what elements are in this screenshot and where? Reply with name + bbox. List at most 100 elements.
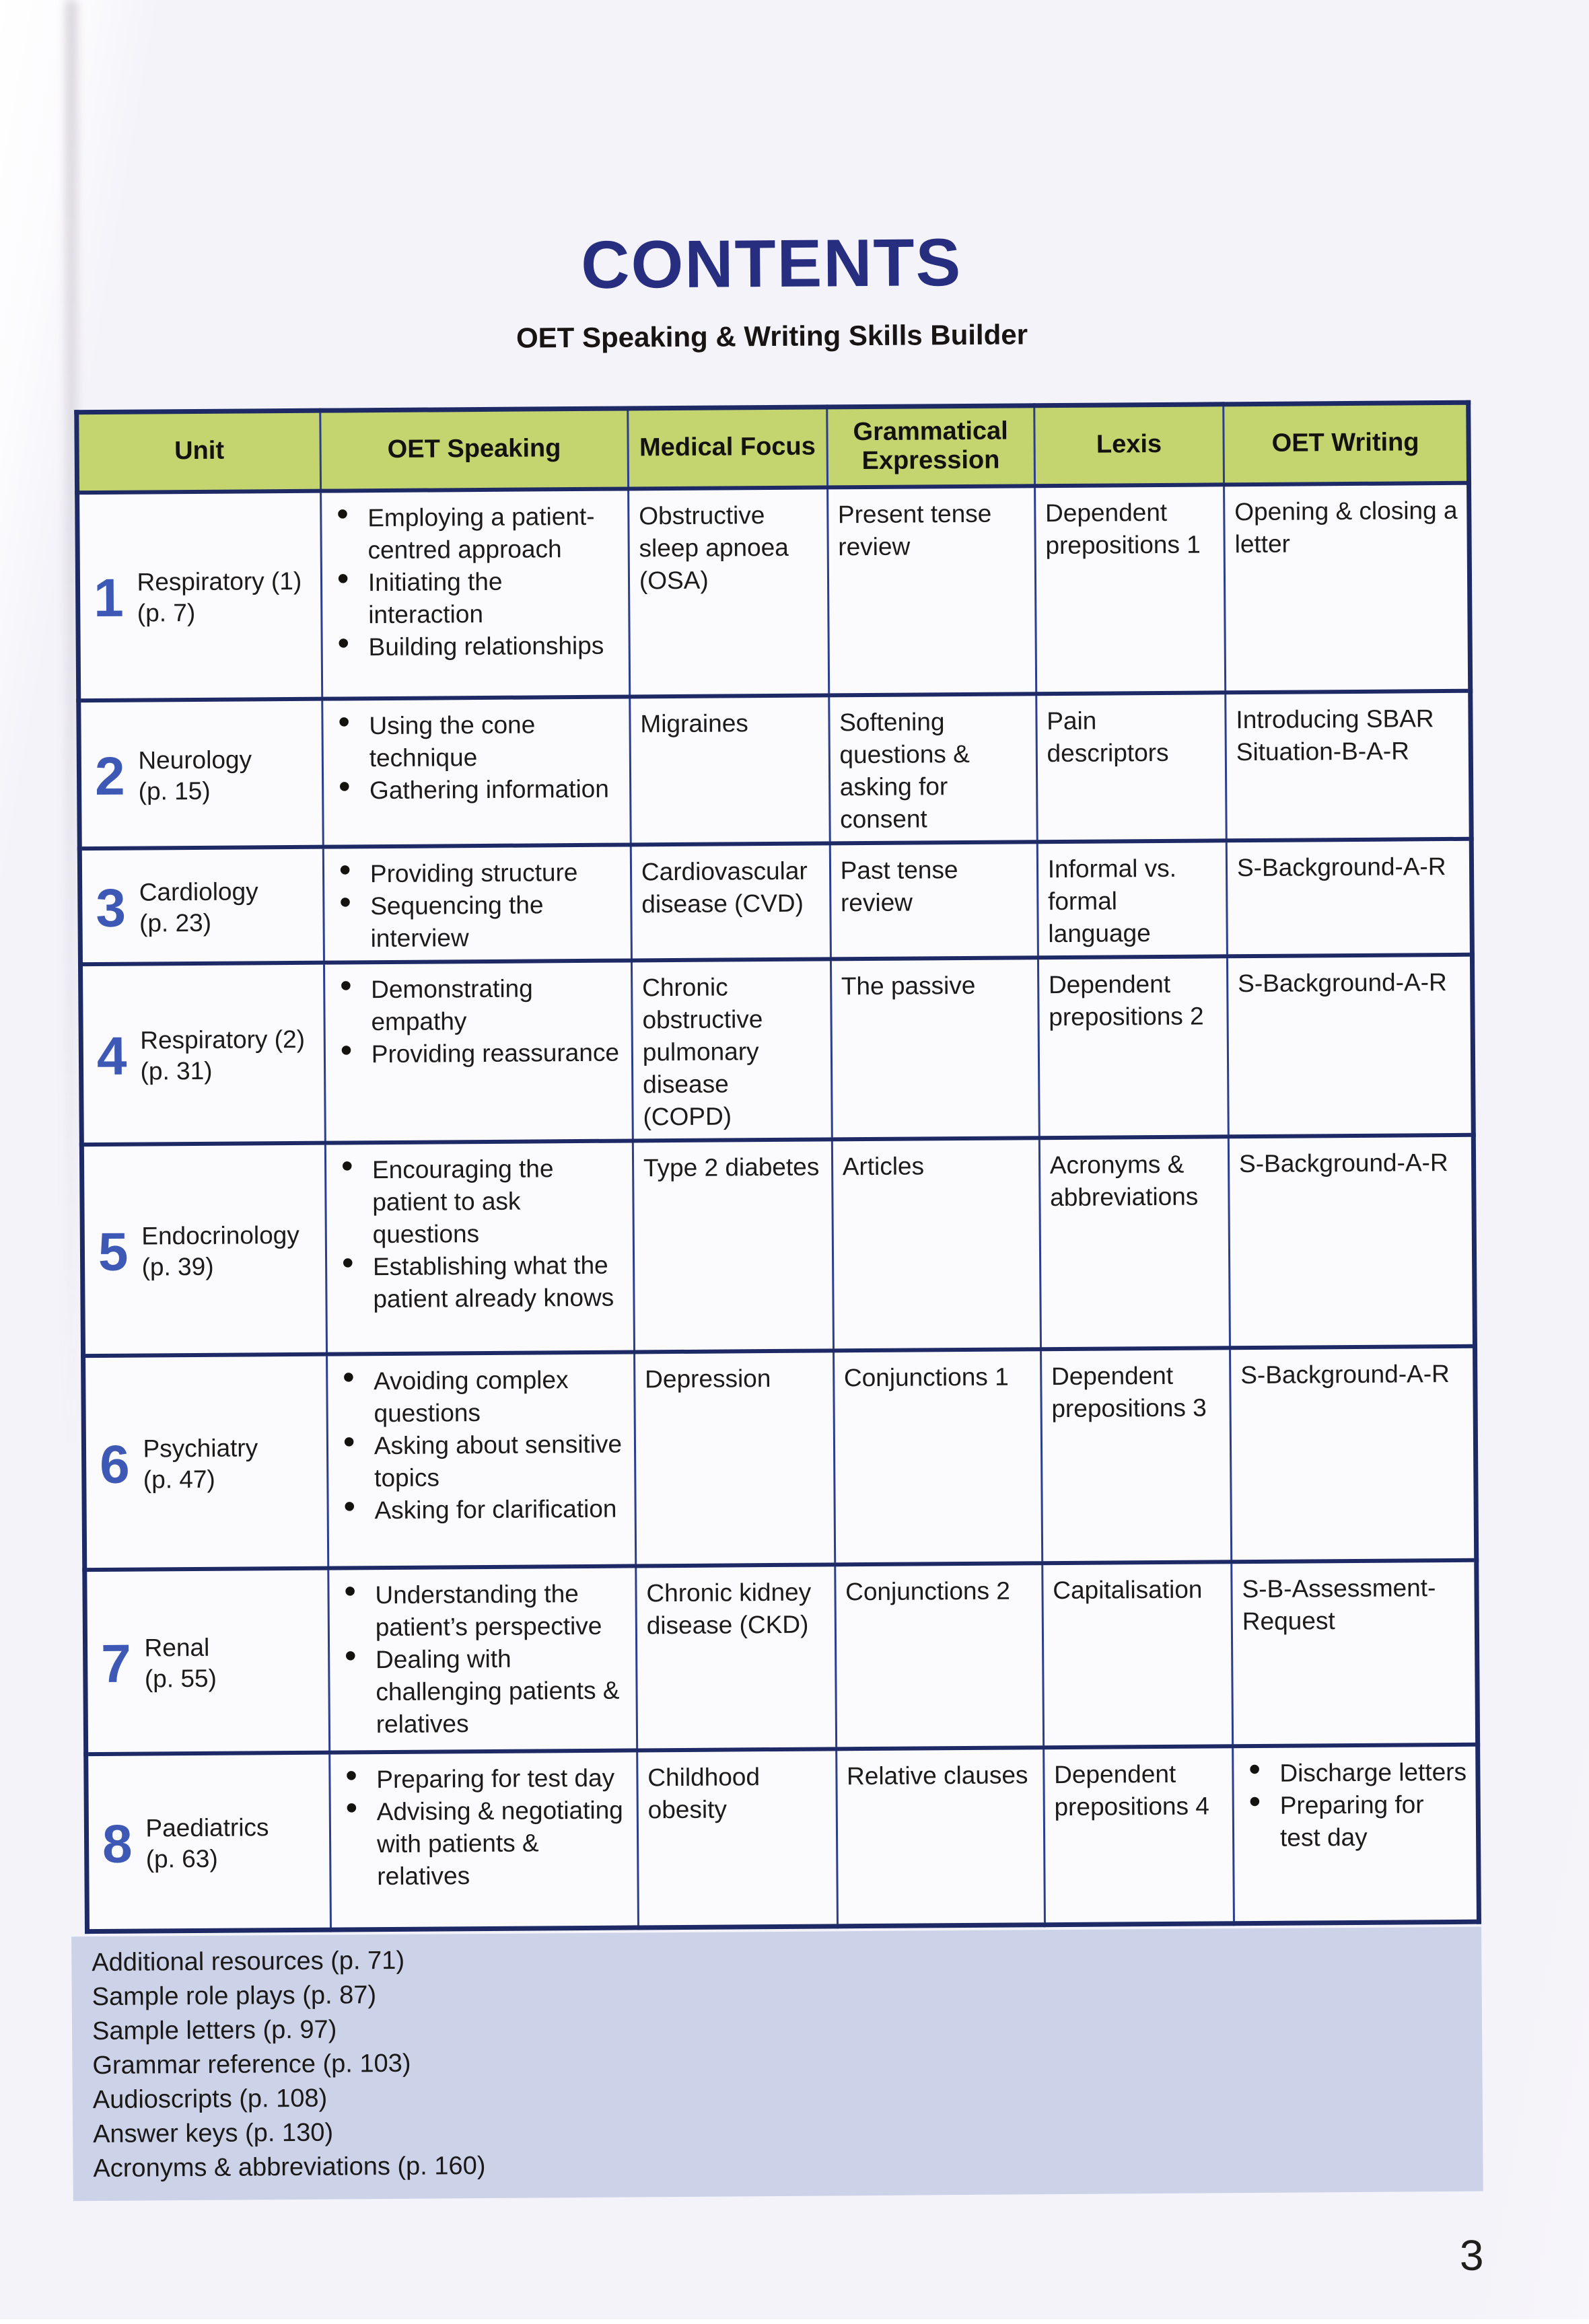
column-header-oet-speaking: OET Speaking	[320, 408, 629, 491]
lexis-text: Dependent prepositions 2	[1048, 970, 1204, 1031]
unit-page-ref: (p. 31)	[140, 1056, 213, 1085]
unit-specialty: Cardiology	[139, 877, 258, 906]
speaking-bullet-item: Asking for clarification	[338, 1492, 627, 1527]
unit-number: 3	[96, 877, 127, 938]
unit-page-ref: (p. 23)	[139, 908, 212, 937]
oet-speaking-cell: Using the cone techniqueGathering inform…	[322, 696, 631, 847]
medical-focus-cell: Chronic obstructive pulmonary disease (C…	[631, 958, 832, 1140]
oet-writing-cell: S-Background-A-R	[1226, 838, 1473, 956]
unit-cell: 8 Paediatrics (p. 63)	[85, 1752, 331, 1932]
speaking-bullet-list: Employing a patient-centred approachInit…	[331, 500, 622, 663]
speaking-bullet-item: Using the cone technique	[332, 708, 623, 774]
unit-page-ref: (p. 47)	[143, 1465, 215, 1494]
unit-page-ref: (p. 55)	[144, 1664, 217, 1693]
speaking-bullet-item: Advising & negotiating with patients & r…	[341, 1794, 631, 1893]
unit-page-ref: (p. 39)	[141, 1252, 214, 1281]
speaking-bullet-list: Understanding the patient’s perspectiveD…	[339, 1577, 629, 1741]
unit-number: 4	[96, 1025, 127, 1086]
writing-text: S-Background-A-R	[1238, 968, 1447, 997]
grammatical-expression-cell: The passive	[831, 957, 1040, 1139]
speaking-bullet-list: Preparing for test dayAdvising & negotia…	[340, 1762, 630, 1893]
unit-cell: 2 Neurology (p. 15)	[78, 698, 324, 848]
medical-focus-text: Childhood obesity	[647, 1762, 761, 1823]
lexis-text: Pain descriptors	[1047, 706, 1169, 767]
medical-focus-cell: Childhood obesity	[637, 1748, 838, 1928]
unit-label: Renal (p. 55)	[144, 1632, 217, 1694]
grammatical-expression-cell: Relative clauses	[836, 1747, 1045, 1926]
column-header-grammatical-expression: Grammatical Expression	[826, 405, 1035, 487]
table-row: 6 Psychiatry (p. 47) Avoiding complex qu…	[83, 1346, 1477, 1570]
grammatical-expression-cell: Past tense review	[829, 841, 1038, 959]
page-number: 3	[1459, 2230, 1484, 2280]
unit-cell: 4 Respiratory (2) (p. 31)	[80, 962, 326, 1145]
oet-speaking-cell: Understanding the patient’s perspectiveD…	[328, 1565, 637, 1753]
oet-writing-cell: S-Background-A-R	[1227, 954, 1474, 1136]
lexis-text: Informal vs. formal language	[1047, 854, 1177, 947]
unit-flex: 4 Respiratory (2) (p. 31)	[93, 1023, 318, 1087]
table-row: 1 Respiratory (1) (p. 7) Employing a pat…	[77, 482, 1471, 700]
speaking-bullet-list: Encouraging the patient to ask questions…	[336, 1152, 627, 1315]
lexis-text: Dependent prepositions 1	[1045, 498, 1201, 559]
lexis-cell: Capitalisation	[1042, 1561, 1233, 1747]
grammatical-expression-cell: Conjunctions 2	[835, 1562, 1044, 1749]
medical-focus-text: Cardiovascular disease (CVD)	[641, 857, 808, 918]
table-row: 5 Endocrinology (p. 39) Encouraging the …	[81, 1134, 1475, 1356]
grammatical-expression-text: Articles	[842, 1151, 925, 1180]
speaking-bullet-item: Initiating the interaction	[332, 565, 622, 631]
grammatical-expression-text: Conjunctions 2	[845, 1576, 1011, 1605]
speaking-bullet-list: Avoiding complex questionsAsking about s…	[337, 1363, 628, 1527]
unit-specialty: Neurology	[138, 745, 252, 774]
speaking-bullet-item: Gathering information	[333, 772, 623, 807]
unit-cell: 5 Endocrinology (p. 39)	[81, 1142, 327, 1356]
speaking-bullet-item: Sequencing the interview	[334, 888, 624, 955]
oet-writing-cell: Introducing SBAR Situation-B-A-R	[1225, 690, 1472, 840]
medical-focus-cell: Type 2 diabetes	[633, 1138, 834, 1352]
grammatical-expression-text: Softening questions & asking for consent	[839, 707, 970, 833]
writing-bullet-item: Discharge letters	[1243, 1755, 1469, 1789]
writing-text: S-Background-A-R	[1240, 1359, 1450, 1389]
unit-flex: 5 Endocrinology (p. 39)	[94, 1219, 319, 1282]
medical-focus-text: Depression	[645, 1364, 771, 1393]
unit-flex: 2 Neurology (p. 15)	[91, 743, 316, 807]
unit-cell: 3 Cardiology (p. 23)	[79, 846, 324, 964]
column-header-lexis: Lexis	[1034, 404, 1224, 486]
grammatical-expression-text: Relative clauses	[846, 1760, 1028, 1790]
speaking-bullet-item: Avoiding complex questions	[337, 1363, 627, 1430]
unit-number: 6	[99, 1434, 130, 1494]
column-header-medical-focus: Medical Focus	[627, 406, 828, 488]
medical-focus-cell: Depression	[634, 1350, 835, 1566]
lexis-text: Acronyms & abbreviations	[1049, 1150, 1199, 1211]
speaking-bullet-item: Establishing what the patient already kn…	[337, 1249, 627, 1315]
unit-number: 7	[100, 1633, 132, 1694]
writing-text: S-B-Assessment-Request	[1242, 1573, 1436, 1635]
oet-speaking-cell: Avoiding complex questionsAsking about s…	[326, 1351, 636, 1568]
lexis-text: Dependent prepositions 3	[1051, 1361, 1207, 1422]
resources-strip: Additional resources (p. 71) Sample role …	[71, 1926, 1483, 2202]
table-row: 8 Paediatrics (p. 63) Preparing for test…	[85, 1744, 1479, 1932]
unit-cell: 7 Renal (p. 55)	[84, 1568, 330, 1754]
unit-number: 1	[93, 567, 124, 628]
unit-specialty: Renal	[144, 1633, 210, 1662]
grammatical-expression-cell: Present tense review	[827, 485, 1036, 695]
speaking-bullet-list: Providing structureSequencing the interv…	[334, 856, 624, 955]
speaking-bullet-item: Providing structure	[334, 856, 623, 890]
writing-bullet-list: Discharge lettersPreparing for test day	[1243, 1755, 1469, 1854]
page-subtitle: OET Speaking & Writing Skills Builder	[516, 318, 1028, 354]
grammatical-expression-text: Present tense review	[837, 499, 992, 560]
writing-text: S-Background-A-R	[1238, 1148, 1448, 1177]
grammatical-expression-cell: Conjunctions 1	[833, 1348, 1043, 1564]
unit-page-ref: (p. 63)	[145, 1845, 218, 1873]
speaking-bullet-item: Asking about sensitive topics	[338, 1428, 628, 1494]
oet-speaking-cell: Encouraging the patient to ask questions…	[325, 1140, 635, 1354]
oet-writing-cell: Discharge lettersPreparing for test day	[1232, 1744, 1479, 1924]
page-gutter-shadow	[66, 0, 77, 1615]
medical-focus-text: Chronic obstructive pulmonary disease (C…	[642, 972, 763, 1130]
speaking-bullet-item: Encouraging the patient to ask questions	[336, 1152, 626, 1251]
table-row: 7 Renal (p. 55) Understanding the patien…	[84, 1560, 1478, 1754]
oet-speaking-cell: Providing structureSequencing the interv…	[323, 844, 632, 963]
unit-flex: 8 Paediatrics (p. 63)	[98, 1812, 323, 1875]
speaking-bullet-item: Understanding the patient’s perspective	[339, 1577, 629, 1644]
unit-specialty: Respiratory (1)	[137, 567, 302, 596]
speaking-bullet-item: Preparing for test day	[340, 1762, 629, 1796]
unit-specialty: Endocrinology	[141, 1221, 299, 1250]
